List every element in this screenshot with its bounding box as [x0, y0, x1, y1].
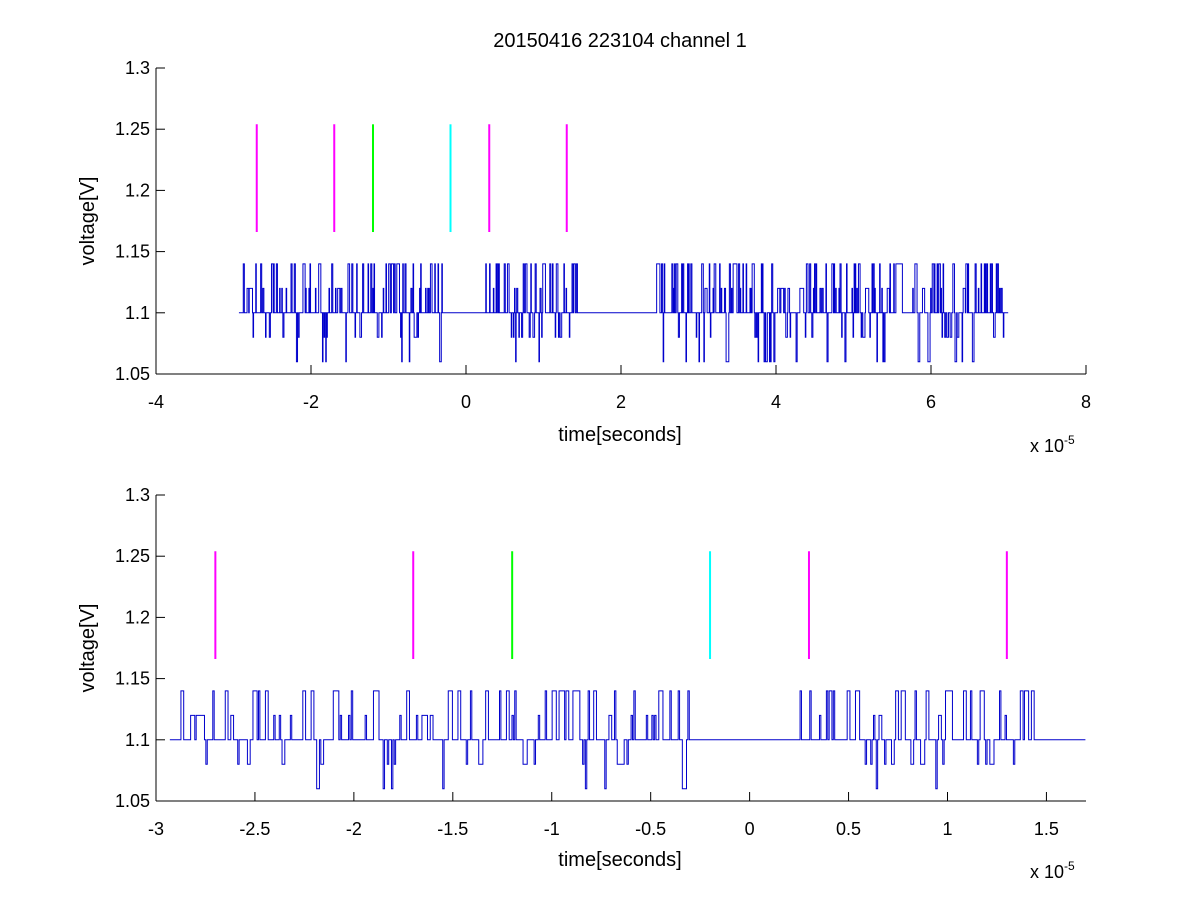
- top-x-tick-label: 0: [461, 392, 471, 412]
- top-x-tick-label: -2: [303, 392, 319, 412]
- bottom-y-tick-label: 1.15: [115, 669, 150, 689]
- bottom-x-axis-label: time[seconds]: [558, 849, 681, 871]
- top-chart-panel: time[seconds] voltage[V] x 10-5 1.05 1.1 1…: [77, 58, 1091, 456]
- top-y-tick-label: 1.15: [115, 242, 150, 262]
- top-x-exponent-base: x 10: [1030, 436, 1064, 456]
- top-y-tick-label: 1.25: [115, 119, 150, 139]
- bottom-x-exponent-base: x 10: [1030, 862, 1064, 882]
- bottom-y-tick-label: 1.3: [125, 485, 150, 505]
- bottom-x-exponent: x 10-5: [1030, 859, 1075, 882]
- top-x-tick-label: 6: [926, 392, 936, 412]
- bottom-x-tick-label: 0: [745, 819, 755, 839]
- bottom-x-exponent-power: -5: [1064, 859, 1075, 873]
- bottom-x-tick-label: -2.5: [239, 819, 270, 839]
- top-x-tick-label: -4: [148, 392, 164, 412]
- figure-title: 20150416 223104 channel 1: [493, 30, 747, 52]
- bottom-x-tick-label: 1: [942, 819, 952, 839]
- bottom-x-tick-label: -0.5: [635, 819, 666, 839]
- bottom-x-tick-label: -3: [148, 819, 164, 839]
- bottom-x-tick-label: 1.5: [1034, 819, 1059, 839]
- bottom-chart-panel: time[seconds] voltage[V] x 10-5 1.05 1.1 1…: [77, 485, 1086, 882]
- top-y-tick-label: 1.2: [125, 180, 150, 200]
- bottom-y-tick-label: 1.05: [115, 791, 150, 811]
- top-signal-trace: [238, 263, 1009, 363]
- bottom-y-tick-label: 1.25: [115, 546, 150, 566]
- bottom-x-tick-label: 0.5: [836, 819, 861, 839]
- top-x-tick-label: 4: [771, 392, 781, 412]
- bottom-y-tick-label: 1.2: [125, 607, 150, 627]
- top-x-tick-label: 8: [1081, 392, 1091, 412]
- top-y-tick-label: 1.1: [125, 303, 150, 323]
- top-y-tick-label: 1.05: [115, 364, 150, 384]
- top-y-axis-label: voltage[V]: [77, 177, 99, 266]
- bottom-x-tick-label: -1.5: [437, 819, 468, 839]
- top-x-tick-label: 2: [616, 392, 626, 412]
- bottom-y-tick-label: 1.1: [125, 730, 150, 750]
- top-x-axis-label: time[seconds]: [558, 424, 681, 446]
- top-y-tick-label: 1.3: [125, 58, 150, 78]
- bottom-x-tick-label: -1: [544, 819, 560, 839]
- bottom-x-tick-label: -2: [346, 819, 362, 839]
- bottom-y-axis-label: voltage[V]: [77, 604, 99, 693]
- bottom-signal-trace: [169, 690, 1086, 790]
- top-x-exponent-power: -5: [1064, 433, 1075, 447]
- top-x-exponent: x 10-5: [1030, 433, 1075, 456]
